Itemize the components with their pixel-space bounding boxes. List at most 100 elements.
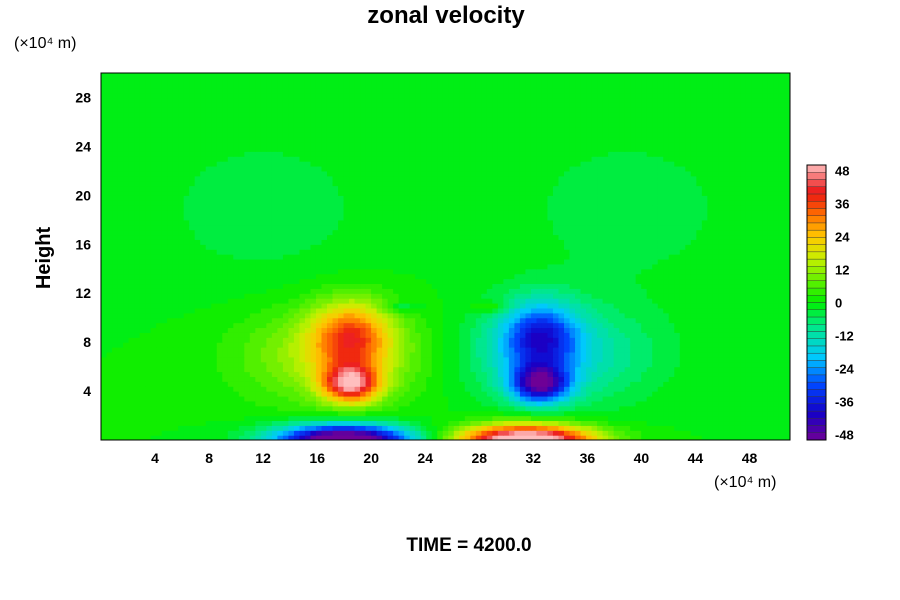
- field-cell: [222, 293, 228, 298]
- field-cell: [641, 362, 647, 367]
- field-cell: [162, 288, 168, 293]
- field-cell: [299, 352, 305, 357]
- field-cell: [768, 376, 774, 381]
- field-cell: [250, 357, 256, 362]
- field-cell: [559, 376, 565, 381]
- field-cell: [167, 264, 173, 269]
- field-cell: [233, 337, 239, 342]
- field-cell: [454, 371, 460, 376]
- field-cell: [581, 259, 587, 264]
- field-cell: [658, 425, 664, 430]
- field-cell: [211, 391, 217, 396]
- field-cell: [255, 337, 261, 342]
- field-cell: [173, 396, 179, 401]
- field-cell: [338, 274, 344, 279]
- field-cell: [277, 411, 283, 416]
- field-cell: [321, 401, 327, 406]
- field-cell: [299, 416, 305, 421]
- field-cell: [399, 274, 405, 279]
- field-cell: [663, 406, 669, 411]
- field-cell: [707, 332, 713, 337]
- field-cell: [134, 337, 140, 342]
- field-cell: [333, 406, 339, 411]
- field-cell: [344, 337, 350, 342]
- field-cell: [272, 401, 278, 406]
- field-cell: [669, 303, 675, 308]
- field-cell: [250, 332, 256, 337]
- field-cell: [134, 249, 140, 254]
- field-cell: [294, 416, 300, 421]
- field-cell: [244, 420, 250, 425]
- field-cell: [746, 396, 752, 401]
- field-cell: [277, 420, 283, 425]
- field-cell: [630, 337, 636, 342]
- field-cell: [702, 362, 708, 367]
- field-cell: [707, 362, 713, 367]
- field-cell: [283, 367, 289, 372]
- field-cell: [288, 406, 294, 411]
- field-cell: [211, 376, 217, 381]
- field-cell: [189, 327, 195, 332]
- field-cell: [536, 293, 542, 298]
- field-cell: [476, 293, 482, 298]
- field-cell: [272, 420, 278, 425]
- field-cell: [652, 367, 658, 372]
- field-cell: [751, 430, 757, 435]
- field-cell: [476, 371, 482, 376]
- field-cell: [740, 342, 746, 347]
- field-cell: [492, 411, 498, 416]
- field-cell: [266, 308, 272, 313]
- field-cell: [272, 279, 278, 284]
- field-cell: [614, 357, 620, 362]
- field-cell: [487, 352, 493, 357]
- field-cell: [525, 249, 531, 254]
- field-cell: [570, 401, 576, 406]
- field-cell: [239, 274, 245, 279]
- field-cell: [167, 371, 173, 376]
- field-cell: [173, 303, 179, 308]
- field-cell: [691, 391, 697, 396]
- field-cell: [388, 362, 394, 367]
- field-cell: [647, 244, 653, 249]
- field-cell: [140, 425, 146, 430]
- field-cell: [735, 264, 741, 269]
- field-cell: [762, 337, 768, 342]
- field-cell: [685, 323, 691, 328]
- field-cell: [316, 367, 322, 372]
- field-cell: [421, 411, 427, 416]
- field-cell: [305, 342, 311, 347]
- field-cell: [327, 249, 333, 254]
- field-cell: [647, 288, 653, 293]
- field-cell: [735, 337, 741, 342]
- field-cell: [189, 362, 195, 367]
- field-cell: [746, 244, 752, 249]
- field-cell: [597, 416, 603, 421]
- field-cell: [404, 318, 410, 323]
- field-cell: [355, 274, 361, 279]
- field-cell: [421, 391, 427, 396]
- field-cell: [542, 254, 548, 259]
- field-cell: [388, 420, 394, 425]
- field-cell: [344, 249, 350, 254]
- field-cell: [233, 425, 239, 430]
- field-cell: [751, 347, 757, 352]
- field-cell: [377, 313, 383, 318]
- field-cell: [597, 376, 603, 381]
- field-cell: [388, 327, 394, 332]
- field-cell: [107, 391, 113, 396]
- field-cell: [559, 264, 565, 269]
- field-cell: [465, 313, 471, 318]
- field-cell: [283, 406, 289, 411]
- field-cell: [503, 288, 509, 293]
- field-cell: [107, 396, 113, 401]
- field-cell: [669, 332, 675, 337]
- field-cell: [581, 411, 587, 416]
- field-cell: [564, 342, 570, 347]
- field-cell: [531, 274, 537, 279]
- field-cell: [718, 430, 724, 435]
- field-cell: [255, 391, 261, 396]
- field-cell: [641, 430, 647, 435]
- field-cell: [641, 352, 647, 357]
- field-cell: [470, 376, 476, 381]
- field-cell: [492, 357, 498, 362]
